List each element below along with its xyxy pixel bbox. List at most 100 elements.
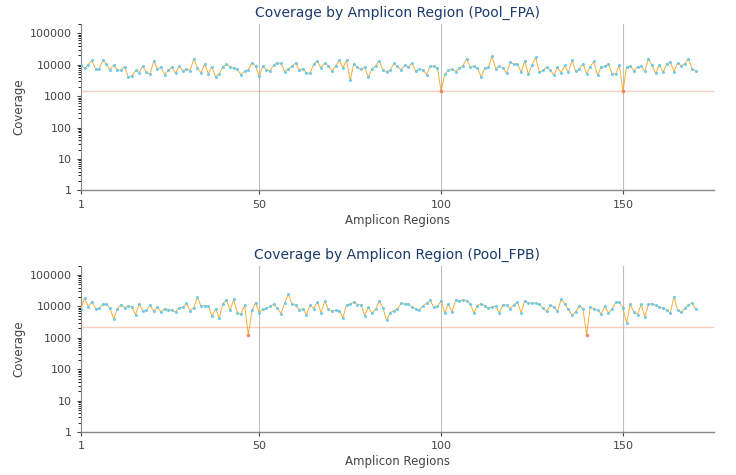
Point <box>570 308 581 316</box>
Point <box>184 67 196 75</box>
Point <box>624 301 636 308</box>
Point <box>235 71 247 78</box>
Point <box>359 64 371 71</box>
Point <box>159 71 171 78</box>
Point <box>414 306 425 314</box>
Point <box>213 70 225 78</box>
Point <box>446 66 458 73</box>
Point <box>468 63 480 70</box>
Point <box>548 71 560 79</box>
Point <box>348 60 360 67</box>
Point <box>410 67 422 75</box>
Point <box>304 70 316 77</box>
Point <box>130 311 141 319</box>
Point <box>599 63 611 70</box>
Point <box>170 69 182 77</box>
Point <box>141 68 152 76</box>
Point <box>101 60 113 68</box>
Point <box>635 301 647 308</box>
Point <box>588 57 600 65</box>
Point <box>635 63 647 70</box>
Point <box>493 309 505 316</box>
Point <box>355 301 367 309</box>
Point <box>308 305 319 313</box>
Point <box>144 71 156 78</box>
Point <box>257 305 269 313</box>
Point <box>341 301 353 309</box>
Y-axis label: Coverage: Coverage <box>13 79 26 135</box>
Point <box>286 300 298 308</box>
Point <box>133 69 145 76</box>
Point <box>500 69 512 77</box>
Point <box>275 59 287 67</box>
Point <box>75 305 87 313</box>
Point <box>686 65 698 73</box>
Point <box>297 65 308 72</box>
Point <box>373 297 385 305</box>
Point <box>377 66 389 74</box>
Point <box>141 306 152 314</box>
Point <box>159 305 171 313</box>
Point <box>631 63 643 70</box>
Point <box>519 297 531 304</box>
Point <box>559 300 570 308</box>
Point <box>232 309 244 317</box>
Point <box>228 65 240 72</box>
Point <box>148 308 160 315</box>
Point <box>75 62 87 69</box>
Point <box>431 303 443 310</box>
Point <box>428 304 439 311</box>
Point <box>639 313 651 321</box>
Point <box>483 304 495 312</box>
Point <box>82 303 94 310</box>
Point <box>355 66 367 73</box>
Point <box>435 87 447 95</box>
Point <box>603 60 615 68</box>
Point <box>126 72 138 80</box>
Point <box>315 309 327 317</box>
Point <box>224 306 236 314</box>
Point <box>613 298 625 306</box>
Point <box>155 308 167 316</box>
Point <box>184 307 196 314</box>
Point <box>599 303 611 310</box>
Point <box>369 305 381 313</box>
Point <box>90 305 102 313</box>
Point <box>548 304 560 311</box>
Point <box>453 65 465 72</box>
Point <box>537 304 549 312</box>
Point <box>399 61 411 69</box>
Point <box>86 298 98 305</box>
Point <box>410 305 422 313</box>
Point <box>534 301 545 308</box>
Point <box>290 59 302 67</box>
Point <box>657 304 669 312</box>
Point <box>384 309 396 316</box>
Point <box>311 57 323 65</box>
Point <box>217 63 229 71</box>
Point <box>676 62 687 69</box>
Point <box>577 60 589 67</box>
Point <box>188 304 199 312</box>
Point <box>682 301 694 309</box>
Point <box>577 305 589 313</box>
Point <box>90 65 102 73</box>
Point <box>107 315 119 323</box>
Point <box>657 68 669 76</box>
Point <box>595 63 607 71</box>
Point <box>206 312 218 320</box>
Point <box>330 62 342 70</box>
Point <box>395 66 407 74</box>
Point <box>326 307 338 314</box>
Point <box>221 60 233 68</box>
Point <box>515 68 527 76</box>
Point <box>668 293 680 300</box>
Point <box>283 66 294 73</box>
Point <box>166 63 178 71</box>
Y-axis label: Coverage: Coverage <box>13 321 26 377</box>
Point <box>450 296 461 304</box>
Point <box>421 71 433 78</box>
Point <box>661 306 673 314</box>
Point <box>646 62 658 69</box>
Point <box>326 67 338 75</box>
